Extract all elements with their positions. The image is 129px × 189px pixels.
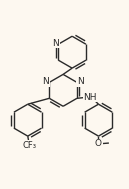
Text: O: O	[95, 139, 102, 148]
Text: CF₃: CF₃	[22, 141, 36, 150]
Text: N: N	[53, 39, 59, 48]
Text: N: N	[42, 77, 49, 86]
Text: NH: NH	[83, 93, 97, 102]
Text: N: N	[77, 77, 84, 86]
